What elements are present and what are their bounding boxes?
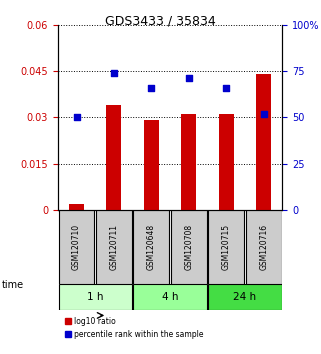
FancyBboxPatch shape <box>58 284 132 310</box>
Point <box>224 85 229 91</box>
Legend: log10 ratio, percentile rank within the sample: log10 ratio, percentile rank within the … <box>62 314 206 342</box>
Text: GDS3433 / 35834: GDS3433 / 35834 <box>105 14 216 27</box>
FancyBboxPatch shape <box>208 210 244 284</box>
Text: 24 h: 24 h <box>233 292 256 302</box>
Point <box>261 111 266 116</box>
Text: GSM120716: GSM120716 <box>259 224 268 270</box>
Point <box>186 76 191 81</box>
FancyBboxPatch shape <box>246 210 282 284</box>
FancyBboxPatch shape <box>171 210 207 284</box>
Bar <box>181 114 196 210</box>
Point <box>149 85 154 91</box>
FancyBboxPatch shape <box>58 210 94 284</box>
Point <box>111 70 117 76</box>
Text: 4 h: 4 h <box>162 292 178 302</box>
Point <box>74 114 79 120</box>
Bar <box>219 114 234 210</box>
Bar <box>69 204 84 210</box>
Text: GSM120711: GSM120711 <box>109 224 118 270</box>
FancyBboxPatch shape <box>134 210 169 284</box>
Bar <box>107 105 121 210</box>
FancyBboxPatch shape <box>96 210 132 284</box>
Text: time: time <box>2 280 24 290</box>
Text: 1 h: 1 h <box>87 292 103 302</box>
Text: GSM120708: GSM120708 <box>184 224 193 270</box>
Text: GSM120710: GSM120710 <box>72 224 81 270</box>
Bar <box>256 74 271 210</box>
Bar <box>144 120 159 210</box>
FancyBboxPatch shape <box>208 284 282 310</box>
FancyBboxPatch shape <box>134 284 207 310</box>
Text: GSM120648: GSM120648 <box>147 224 156 270</box>
Text: GSM120715: GSM120715 <box>222 224 231 270</box>
